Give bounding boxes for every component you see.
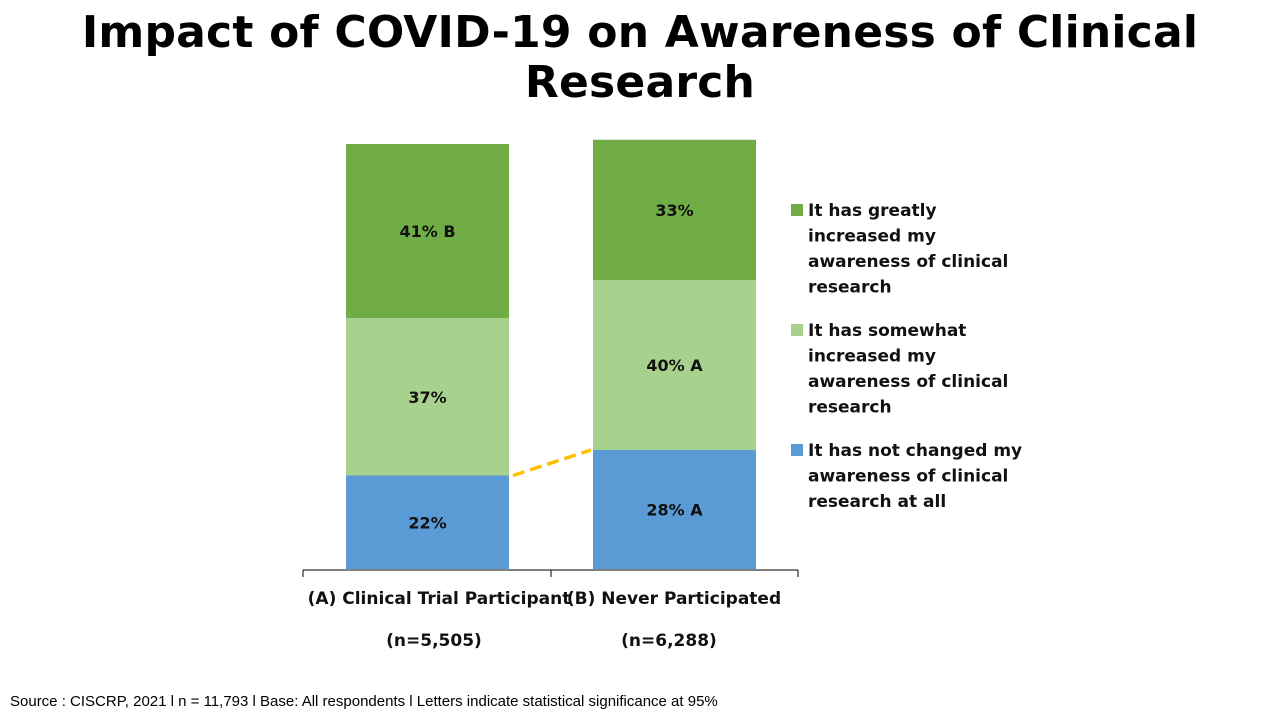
legend-entry-0-line-1: increased my (808, 227, 936, 247)
category-labels-group: (A) Clinical Trial Participant (n=5,505) (… (308, 589, 782, 651)
x-axis (302, 569, 799, 577)
segment-label-s2-c0: 41% B (399, 222, 455, 241)
segment-labels-group: 22% 37% 41% B 28% A 40% A 33% (399, 201, 703, 532)
segment-label-s0-c1: 28% A (646, 501, 703, 520)
legend-entry-1: It has somewhat increased my awareness of … (808, 321, 1008, 418)
source-note: Source : CISCRP, 2021 l n = 11,793 l Bas… (10, 693, 718, 710)
category-label-1: (B) Never Participated (567, 589, 781, 609)
sample-size-label-0: (n=5,505) (386, 631, 482, 651)
legend-entry-0-line-0: It has greatly (808, 201, 937, 221)
bar-segment-s1-c1 (593, 280, 756, 450)
legend-entry-0-line-3: research (808, 278, 892, 298)
legend-swatch-0 (791, 204, 803, 216)
legend-entry-1-line-1: increased my (808, 347, 936, 367)
legend-entry-2-line-2: research at all (808, 492, 946, 512)
chart-title-line-2: Research (524, 57, 756, 108)
legend-entry-2: It has not changed my awareness of clinic… (808, 441, 1022, 512)
segment-label-s1-c0: 37% (408, 388, 446, 407)
legend: It has greatly increased my awareness of c… (791, 201, 1022, 512)
sample-size-label-1: (n=6,288) (621, 631, 717, 651)
legend-entry-2-line-1: awareness of clinical (808, 467, 1008, 487)
bars-group (346, 139, 756, 569)
legend-entry-0-line-2: awareness of clinical (808, 252, 1008, 272)
bar-segment-s0-c1 (593, 450, 756, 569)
connector-line (512, 448, 592, 478)
chart-title-line-1: Impact of COVID-19 on Awareness of Clini… (81, 7, 1199, 58)
category-label-0: (A) Clinical Trial Participant (308, 589, 571, 609)
chart-title: Impact of COVID-19 on Awareness of Clini… (0, 8, 1280, 108)
legend-entry-1-line-2: awareness of clinical (808, 372, 1008, 392)
legend-entry-2-line-0: It has not changed my (808, 441, 1022, 461)
legend-entry-1-line-0: It has somewhat (808, 321, 966, 341)
segment-label-s1-c1: 40% A (646, 356, 703, 375)
bar-segment-s0-c0 (346, 475, 509, 569)
legend-swatch-1 (791, 324, 803, 336)
bar-segment-s2-c0 (346, 144, 509, 319)
legend-entry-1-line-3: research (808, 398, 892, 418)
connector-group (512, 448, 592, 478)
legend-entry-0: It has greatly increased my awareness of c… (808, 201, 1008, 298)
segment-label-s0-c0: 22% (408, 513, 446, 532)
legend-swatch-2 (791, 444, 803, 456)
bar-segment-s2-c1 (593, 139, 756, 280)
bar-segment-s1-c0 (346, 318, 509, 476)
segment-label-s2-c1: 33% (655, 201, 693, 220)
